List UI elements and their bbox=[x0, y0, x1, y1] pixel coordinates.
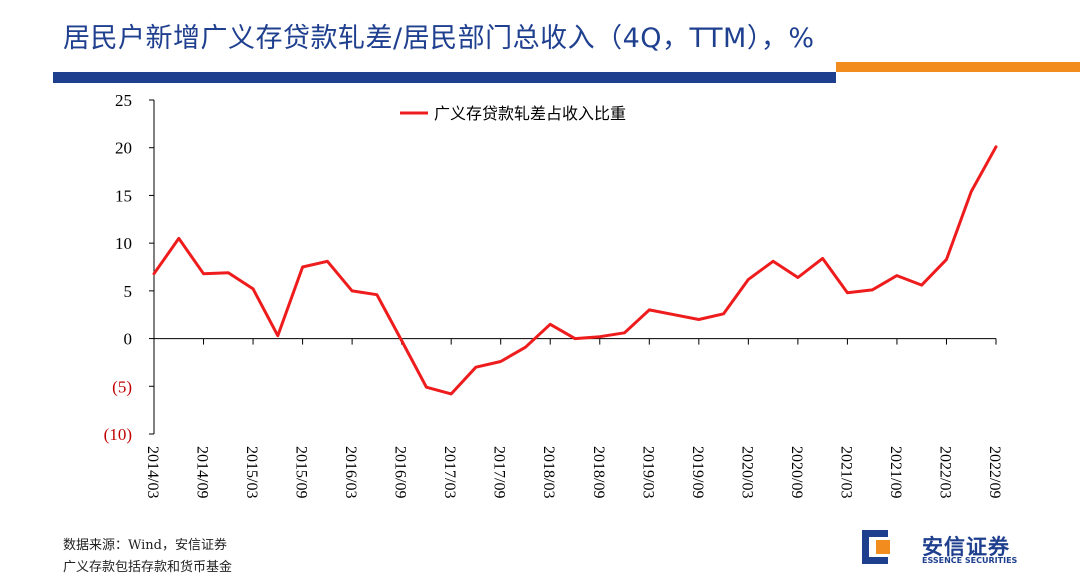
title-underline-orange bbox=[836, 62, 1080, 72]
footer-source: 数据来源：Wind，安信证券 bbox=[63, 538, 227, 553]
x-tick-label: 2018/09 bbox=[590, 446, 607, 498]
chart-legend: 广义存贷款轧差占收入比重 bbox=[400, 104, 626, 123]
x-tick-label: 2019/03 bbox=[639, 446, 656, 498]
page-title: 居民户新增广义存贷款轧差/居民部门总收入（4Q，TTM），% bbox=[63, 23, 815, 54]
x-tick-label: 2020/03 bbox=[738, 446, 755, 498]
x-tick-label: 2017/03 bbox=[441, 446, 458, 498]
logo-english-name: ESSENCE SECURITIES bbox=[922, 556, 1018, 565]
y-tick-label: 20 bbox=[115, 139, 132, 158]
x-tick-label: 2017/09 bbox=[491, 446, 508, 498]
y-tick-label: (5) bbox=[112, 377, 132, 396]
x-tick-label: 2015/03 bbox=[243, 446, 260, 498]
legend-label: 广义存贷款轧差占收入比重 bbox=[434, 104, 626, 123]
y-tick-label: 5 bbox=[124, 282, 133, 301]
company-logo: 安信证券 ESSENCE SECURITIES bbox=[862, 528, 1042, 570]
y-tick-label: 15 bbox=[115, 186, 132, 205]
chart-axes bbox=[153, 100, 996, 434]
y-tick-label: 0 bbox=[124, 330, 133, 349]
x-tick-label: 2022/03 bbox=[936, 446, 953, 498]
x-tick-label: 2022/09 bbox=[986, 446, 1003, 498]
footer-note: 广义存款包括存款和货币基金 bbox=[63, 560, 233, 575]
x-tick-label: 2018/03 bbox=[540, 446, 557, 498]
y-tick-label: 25 bbox=[115, 91, 132, 110]
title-underline-blue bbox=[53, 72, 836, 83]
chart-series bbox=[152, 145, 998, 396]
x-tick-label: 2014/03 bbox=[144, 446, 161, 498]
logo-chinese-name: 安信证券 bbox=[922, 535, 1010, 559]
x-tick-label: 2016/03 bbox=[342, 446, 359, 498]
x-tick-label: 2021/03 bbox=[837, 446, 854, 498]
series-line bbox=[152, 145, 998, 396]
y-axis-ticks: 25 20 15 10 5 0 (5) (10) bbox=[104, 91, 154, 444]
x-tick-label: 2015/09 bbox=[293, 446, 310, 498]
x-tick-label: 2020/09 bbox=[788, 446, 805, 498]
x-tick-label: 2019/09 bbox=[689, 446, 706, 498]
y-tick-label: 10 bbox=[115, 234, 132, 253]
x-tick-label: 2016/09 bbox=[392, 446, 409, 498]
x-tick-label: 2014/09 bbox=[194, 446, 211, 498]
essence-logo-icon bbox=[862, 530, 890, 564]
y-tick-label: (10) bbox=[104, 425, 132, 444]
x-tick-label: 2021/09 bbox=[887, 446, 904, 498]
x-axis-ticks: 2014/03 2014/09 2015/03 2015/09 2016/03 2016/… bbox=[144, 338, 1003, 498]
